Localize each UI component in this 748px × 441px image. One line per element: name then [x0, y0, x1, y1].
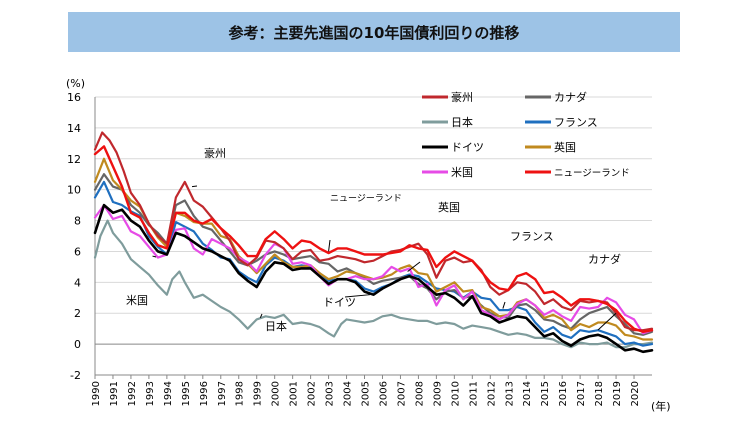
x-tick-label: 2007	[396, 381, 407, 406]
legend-label: カナダ	[554, 90, 587, 104]
title-banner: 参考：主要先進国の10年国債利回りの推移	[68, 12, 680, 52]
x-tick-label: 2005	[361, 381, 372, 406]
x-tick-label: 2009	[432, 381, 443, 406]
annotation-leader	[502, 301, 506, 309]
x-tick-label: 1992	[127, 381, 138, 406]
y-tick-label: 10	[67, 184, 81, 197]
annotation-leader	[344, 294, 370, 298]
series-line-2	[93, 219, 654, 349]
annotation-label: 英国	[438, 200, 460, 214]
annotation-label: ニュージーランド	[330, 193, 402, 204]
legend-label: フランス	[554, 116, 598, 129]
y-tick-label: 16	[67, 91, 81, 104]
y-tick-label: 12	[67, 153, 81, 166]
annotation-leader	[407, 261, 421, 272]
x-tick-label: 2019	[612, 381, 623, 406]
annotation-label: ドイツ	[323, 296, 356, 309]
y-tick-label: 2	[74, 307, 81, 320]
y-tick-label: 8	[74, 215, 81, 228]
x-tick-label: 2020	[630, 381, 641, 406]
legend-label: 豪州	[451, 90, 473, 104]
x-tick-label: 2015	[540, 381, 551, 406]
x-tick-label: 2002	[307, 381, 318, 406]
legend-label: ドイツ	[451, 141, 484, 154]
series-line-0	[93, 131, 654, 332]
legend-label: 日本	[451, 115, 473, 129]
x-tick-label: 1993	[145, 381, 156, 406]
x-tick-label: 1995	[181, 381, 192, 406]
annotation-label: 米国	[126, 294, 148, 307]
x-tick-label: 1991	[109, 381, 120, 406]
series-line-1	[93, 173, 654, 336]
x-tick-label: 2011	[468, 381, 479, 406]
annotation-label: 豪州	[204, 146, 226, 160]
series-line-5	[93, 157, 654, 341]
legend-label: 米国	[451, 166, 473, 179]
x-tick-label: 2013	[504, 381, 515, 406]
annotation-label: カナダ	[588, 252, 621, 266]
legend-label: ニュージーランド	[554, 168, 630, 179]
x-tick-label: 2006	[378, 381, 389, 406]
x-tick-label: 2001	[289, 381, 300, 406]
y-tick-label: -2	[70, 369, 81, 382]
x-tick-label: 2010	[450, 381, 461, 406]
annotation-leader	[152, 255, 157, 258]
series-line-3	[93, 180, 654, 347]
y-axis-unit: (%)	[66, 77, 85, 90]
chart-title: 参考：主要先進国の10年国債利回りの推移	[228, 23, 520, 42]
x-tick-label: 2016	[558, 381, 569, 406]
x-tick-label: 2008	[414, 381, 425, 406]
annotation-leader	[259, 313, 263, 319]
series-line-7	[93, 145, 654, 333]
x-tick-label: 1998	[235, 381, 246, 406]
x-tick-label: 2000	[271, 381, 282, 406]
annotation-leader	[328, 239, 331, 252]
x-tick-label: 2003	[325, 381, 336, 406]
x-tick-label: 1996	[199, 381, 210, 406]
y-tick-label: 0	[74, 338, 81, 351]
series-line-4	[93, 203, 654, 354]
series-line-6	[93, 204, 654, 335]
x-tick-label: 2017	[576, 381, 587, 406]
legend-label: 英国	[554, 140, 576, 154]
x-tick-label: 1997	[217, 381, 228, 406]
annotation-label: 日本	[265, 319, 287, 333]
annotation-label: フランス	[510, 230, 554, 243]
y-tick-label: 4	[74, 276, 81, 289]
x-tick-label: 1994	[163, 381, 174, 406]
x-tick-label: 2018	[594, 381, 605, 406]
x-tick-label: 2014	[522, 381, 533, 406]
y-tick-label: 6	[74, 245, 81, 258]
annotation-leader	[597, 312, 617, 331]
y-tick-label: 14	[67, 122, 81, 135]
x-tick-label: 2004	[343, 381, 354, 406]
annotation-leader	[191, 185, 198, 188]
x-axis-unit: (年)	[651, 399, 671, 413]
x-tick-label: 1990	[91, 381, 102, 406]
x-tick-label: 2012	[486, 381, 497, 406]
x-tick-label: 1999	[253, 381, 264, 406]
